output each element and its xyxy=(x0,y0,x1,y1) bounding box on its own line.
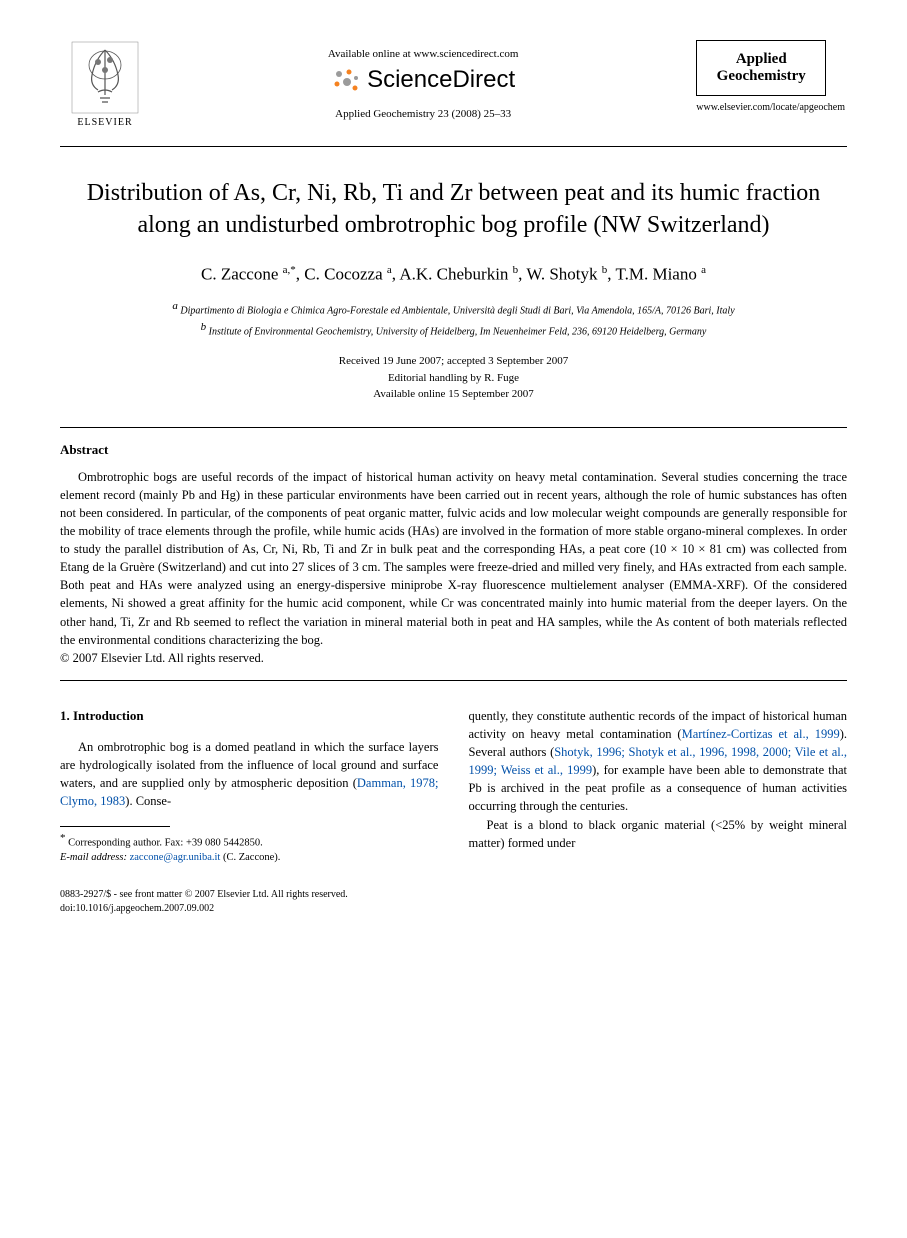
elsevier-tree-icon xyxy=(70,40,140,115)
sciencedirect-dots-icon xyxy=(331,66,361,94)
affiliation-a-text: Dipartimento di Biologia e Chimica Agro-… xyxy=(180,306,734,317)
corresponding-text: Corresponding author. Fax: +39 080 54428… xyxy=(68,838,263,849)
authors-line: C. Zaccone a,*, C. Cocozza a, A.K. Chebu… xyxy=(60,264,847,285)
elsevier-label: ELSEVIER xyxy=(77,117,132,128)
affiliation-b-text: Institute of Environmental Geochemistry,… xyxy=(209,326,707,337)
journal-box-line1: Applied xyxy=(709,51,813,68)
abstract-bottom-rule xyxy=(60,680,847,681)
affiliations: a Dipartimento di Biologia e Chimica Agr… xyxy=(60,298,847,339)
journal-box-wrapper: Applied Geochemistry www.elsevier.com/lo… xyxy=(696,40,847,113)
left-column: 1. Introduction An ombrotrophic bog is a… xyxy=(60,707,439,866)
intro-left-tail: ). Conse- xyxy=(125,794,171,808)
journal-box-line2: Geochemistry xyxy=(709,68,813,85)
abstract-body: Ombrotrophic bogs are useful records of … xyxy=(60,468,847,649)
body-columns: 1. Introduction An ombrotrophic bog is a… xyxy=(60,707,847,866)
journal-citation: Applied Geochemistry 23 (2008) 25–33 xyxy=(335,108,511,120)
journal-url: www.elsevier.com/locate/apgeochem xyxy=(696,102,845,113)
abstract-top-rule xyxy=(60,427,847,428)
article-dates: Received 19 June 2007; accepted 3 Septem… xyxy=(60,353,847,403)
right-column: quently, they constitute authentic recor… xyxy=(469,707,848,866)
journal-title-box: Applied Geochemistry xyxy=(696,40,826,96)
email-footnote: E-mail address: zaccone@agr.uniba.it (C.… xyxy=(60,851,439,866)
page-header: ELSEVIER Available online at www.science… xyxy=(60,40,847,128)
footer-doi: doi:10.1016/j.apgeochem.2007.09.002 xyxy=(60,902,847,916)
article-title: Distribution of As, Cr, Ni, Rb, Ti and Z… xyxy=(80,177,827,242)
header-center: Available online at www.sciencedirect.co… xyxy=(150,40,696,120)
available-online-date: Available online 15 September 2007 xyxy=(60,386,847,403)
intro-para-left: An ombrotrophic bog is a domed peatland … xyxy=(60,738,439,811)
sciencedirect-logo: ScienceDirect xyxy=(331,66,515,94)
intro-para-right-1: quently, they constitute authentic recor… xyxy=(469,707,848,816)
available-online-text: Available online at www.sciencedirect.co… xyxy=(328,48,519,60)
footer-front-matter: 0883-2927/$ - see front matter © 2007 El… xyxy=(60,888,847,902)
sciencedirect-text: ScienceDirect xyxy=(367,66,515,94)
email-label: E-mail address: xyxy=(60,852,127,863)
page-footer: 0883-2927/$ - see front matter © 2007 El… xyxy=(60,888,847,916)
section-1-heading: 1. Introduction xyxy=(60,707,439,726)
affiliation-a: a Dipartimento di Biologia e Chimica Agr… xyxy=(60,298,847,318)
affiliation-b: b Institute of Environmental Geochemistr… xyxy=(60,319,847,339)
email-tail: (C. Zaccone). xyxy=(223,852,280,863)
elsevier-logo-block: ELSEVIER xyxy=(60,40,150,128)
abstract-heading: Abstract xyxy=(60,442,847,458)
intro-para-right-2: Peat is a blond to black organic materia… xyxy=(469,816,848,852)
footnote-rule xyxy=(60,826,170,827)
corresponding-author-footnote: * Corresponding author. Fax: +39 080 544… xyxy=(60,831,439,851)
received-accepted: Received 19 June 2007; accepted 3 Septem… xyxy=(60,353,847,370)
abstract-copyright: © 2007 Elsevier Ltd. All rights reserved… xyxy=(60,651,847,666)
citation-martinez[interactable]: Martínez-Cortizas et al., 1999 xyxy=(682,727,840,741)
author-email-link[interactable]: zaccone@agr.uniba.it xyxy=(130,852,221,863)
header-rule xyxy=(60,146,847,147)
editorial-handling: Editorial handling by R. Fuge xyxy=(60,370,847,387)
